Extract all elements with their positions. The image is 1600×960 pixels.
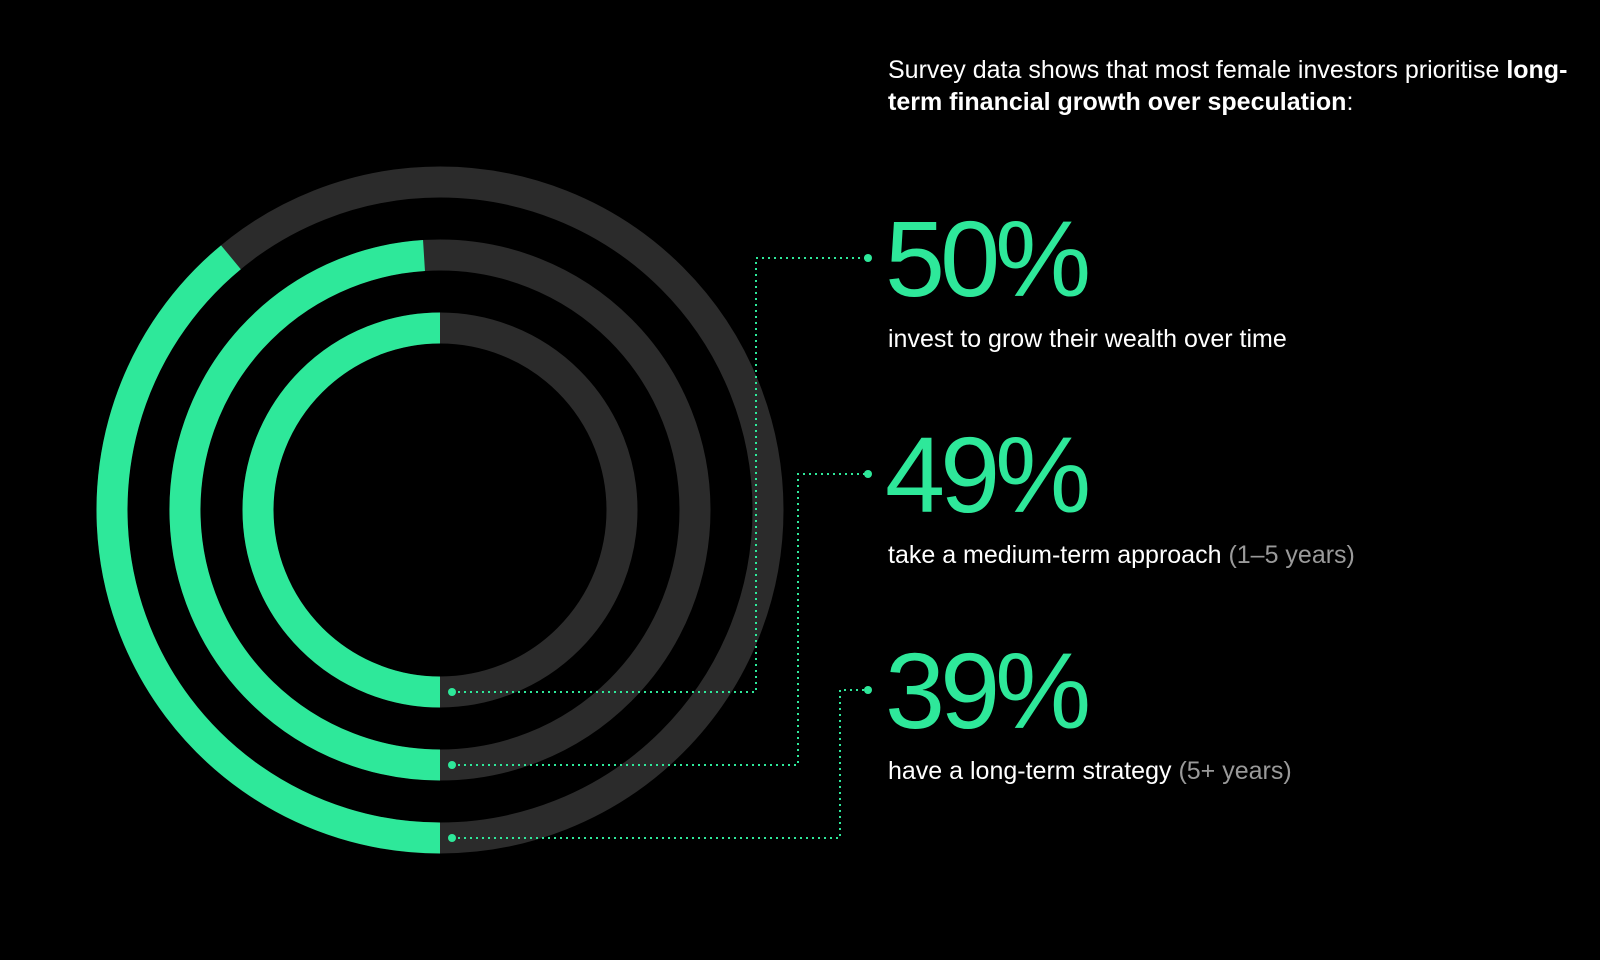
stat-caption-text-2: take a medium-term approach bbox=[888, 541, 1222, 569]
intro-tail: : bbox=[1346, 88, 1354, 116]
stat-note-3: (5+ years) bbox=[1178, 757, 1292, 785]
stat-block-3: 39% have a long-term strategy (5+ years) bbox=[885, 637, 1575, 787]
intro-emphasis: long-term financial growth over speculat… bbox=[888, 56, 1568, 116]
connector-line-1 bbox=[452, 257, 868, 693]
ring-arc-2 bbox=[169, 240, 441, 781]
connector-dot-end-3 bbox=[864, 686, 872, 694]
intro-lead: Survey data shows that most female inves… bbox=[888, 56, 1507, 84]
stat-caption-1: invest to grow their wealth over time bbox=[885, 323, 1575, 355]
stat-caption-2: take a medium-term approach (1–5 years) bbox=[885, 539, 1575, 571]
stat-caption-text-1: invest to grow their wealth over time bbox=[888, 325, 1287, 353]
stat-value-2: 49% bbox=[885, 414, 1091, 535]
stat-block-2: 49% take a medium-term approach (1–5 yea… bbox=[885, 421, 1575, 571]
connector-line-3 bbox=[452, 689, 868, 839]
connector-line-2 bbox=[452, 473, 868, 766]
stat-note-2: (1–5 years) bbox=[1228, 541, 1355, 569]
connector-dot-start-2 bbox=[448, 761, 456, 769]
stat-caption-3: have a long-term strategy (5+ years) bbox=[885, 755, 1575, 787]
ring-arc-1 bbox=[242, 312, 441, 708]
connector-dot-start-3 bbox=[448, 834, 456, 842]
ring-arcs bbox=[96, 240, 441, 854]
stat-value-1: 50% bbox=[885, 198, 1091, 319]
connector-dot-end-1 bbox=[864, 254, 872, 262]
intro-text: Survey data shows that most female inves… bbox=[888, 54, 1578, 118]
connector-dot-end-2 bbox=[864, 470, 872, 478]
stat-caption-text-3: have a long-term strategy bbox=[888, 757, 1172, 785]
stat-value-3: 39% bbox=[885, 630, 1091, 751]
ring-arc-3 bbox=[96, 245, 441, 854]
connectors bbox=[448, 254, 872, 842]
connector-dot-start-1 bbox=[448, 688, 456, 696]
stat-block-1: 50% invest to grow their wealth over tim… bbox=[885, 205, 1575, 355]
